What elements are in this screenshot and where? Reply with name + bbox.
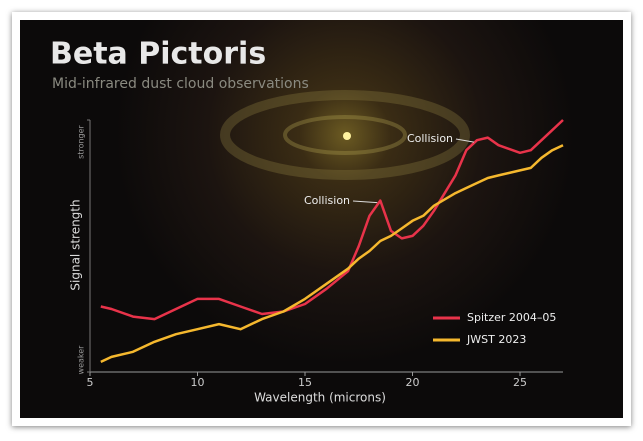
- y-tick-label: stronger: [77, 124, 86, 158]
- y-tick-label: weaker: [77, 345, 86, 375]
- annotation: Collision: [407, 132, 453, 145]
- x-tick-label: 25: [513, 376, 527, 389]
- x-tick-label: 5: [87, 376, 94, 389]
- x-tick-label: 10: [191, 376, 205, 389]
- annotation-leader: [455, 138, 475, 143]
- y-axis-label: Signal strength: [69, 199, 83, 290]
- legend-label: Spitzer 2004–05: [467, 311, 556, 324]
- disc: [283, 115, 407, 155]
- star: [343, 132, 351, 140]
- x-tick-label: 15: [298, 376, 312, 389]
- series-line: [100, 144, 564, 364]
- annotation: Collision: [304, 194, 350, 207]
- title: Beta Pictoris: [50, 37, 266, 72]
- subtitle: Mid-infrared dust cloud observations: [52, 76, 309, 92]
- disc: [220, 90, 470, 180]
- annotation-leader: [352, 200, 378, 204]
- x-tick-label: 20: [406, 376, 420, 389]
- legend-label: JWST 2023: [466, 333, 526, 346]
- series-line: [100, 119, 564, 321]
- x-axis-label: Wavelength (microns): [254, 391, 386, 405]
- background: [20, 20, 623, 418]
